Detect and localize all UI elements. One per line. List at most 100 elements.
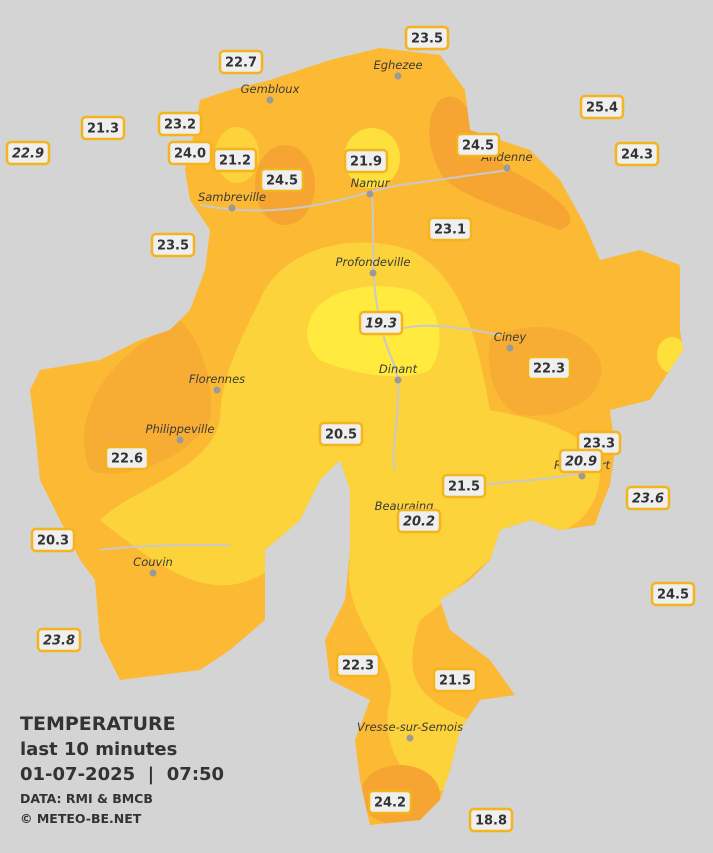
station-value: 23.8	[43, 634, 75, 649]
station-box	[650, 581, 696, 607]
station-box	[614, 141, 660, 167]
station: 24.2	[367, 789, 413, 815]
station-box	[104, 445, 150, 471]
station-value: 19.3	[365, 317, 397, 332]
station: 19.3	[358, 310, 404, 336]
station-box	[212, 147, 258, 173]
station-box	[404, 25, 450, 51]
station-value: 24.5	[266, 174, 298, 189]
station-box	[335, 652, 381, 678]
place-name: Philippeville	[146, 422, 215, 436]
places: EghezeeGemblouxNamurAndenneSambrevillePr…	[133, 58, 611, 742]
station-box	[455, 132, 501, 158]
station-value: 21.2	[219, 154, 251, 169]
station: 23.5	[150, 232, 196, 258]
station-box	[259, 167, 305, 193]
place-name: Eghezee	[373, 58, 422, 72]
station-box	[30, 527, 76, 553]
stations: 23.5 22.7 25.4 21.3 23.2 22.9 24.0 21.2 24.5 21.9…	[5, 25, 696, 833]
station-value: 24.5	[462, 139, 494, 154]
station: 22.9	[5, 140, 51, 166]
place-dot	[506, 344, 514, 352]
station-value: 23.5	[411, 32, 443, 47]
station: 22.7	[218, 49, 264, 75]
station-box	[558, 448, 604, 474]
station-box	[367, 789, 413, 815]
station: 24.0	[167, 140, 213, 166]
station-value: 24.3	[621, 148, 653, 163]
station-box	[432, 667, 478, 693]
station-value: 22.9	[12, 147, 44, 162]
station: 24.3	[614, 141, 660, 167]
station-value: 22.3	[533, 362, 565, 377]
station-value: 21.9	[350, 155, 382, 170]
station: 20.3	[30, 527, 76, 553]
station-box	[150, 232, 196, 258]
station-value: 23.6	[632, 492, 664, 507]
place-name: Gembloux	[241, 82, 300, 96]
station-box	[167, 140, 213, 166]
station-box	[5, 140, 51, 166]
place-dot	[266, 96, 274, 104]
station-box	[625, 485, 671, 511]
station-box	[526, 355, 572, 381]
station-box	[80, 115, 126, 141]
legend-title: TEMPERATURE	[20, 713, 176, 735]
station: 22.6	[104, 445, 150, 471]
legend-period: last 10 minutes	[20, 739, 177, 760]
station-box	[36, 627, 82, 653]
place-dot	[406, 734, 414, 742]
station: 23.1	[427, 216, 473, 242]
station-value: 20.9	[565, 455, 597, 470]
station: 24.5	[455, 132, 501, 158]
station-box	[318, 421, 364, 447]
place-dot	[213, 386, 221, 394]
station-value: 18.8	[475, 814, 507, 829]
station: 18.8	[468, 807, 514, 833]
station-value: 22.7	[225, 56, 257, 71]
station-box	[358, 310, 404, 336]
place-name: Profondeville	[336, 255, 411, 269]
legend: TEMPERATURE last 10 minutes 01-07-2025 |…	[20, 713, 224, 826]
place-dot	[503, 164, 511, 172]
station: 20.2	[396, 508, 442, 534]
station-value: 20.5	[325, 428, 357, 443]
station-box	[343, 148, 389, 174]
station: 21.5	[441, 473, 487, 499]
station-box	[157, 111, 203, 137]
station-value: 21.3	[87, 122, 119, 137]
place-name: Florennes	[189, 372, 245, 386]
place-dot	[149, 569, 157, 577]
station: 25.4	[579, 94, 625, 120]
place-dot	[228, 204, 236, 212]
place-name: Namur	[351, 176, 391, 190]
place-name: Dinant	[379, 362, 418, 376]
station-box	[468, 807, 514, 833]
station-box	[427, 216, 473, 242]
station: 21.2	[212, 147, 258, 173]
station: 24.5	[650, 581, 696, 607]
place-dot	[176, 436, 184, 444]
station-value: 20.2	[403, 515, 435, 530]
station: 20.9	[558, 448, 604, 474]
place-name: Sambreville	[198, 190, 266, 204]
station-value: 24.5	[657, 588, 689, 603]
place-dot	[578, 472, 586, 480]
station: 20.5	[318, 421, 364, 447]
station-value: 24.2	[374, 796, 406, 811]
station-value: 22.3	[342, 659, 374, 674]
station: 23.2	[157, 111, 203, 137]
station-box	[218, 49, 264, 75]
station-box	[579, 94, 625, 120]
place-dot	[366, 190, 374, 198]
place-dot	[394, 376, 402, 384]
station-value: 20.3	[37, 534, 69, 549]
legend-source: DATA: RMI & BMCB	[20, 791, 153, 806]
station: 22.3	[526, 355, 572, 381]
station: 23.5	[404, 25, 450, 51]
station-box	[441, 473, 487, 499]
place-dot	[394, 72, 402, 80]
station: 21.9	[343, 148, 389, 174]
